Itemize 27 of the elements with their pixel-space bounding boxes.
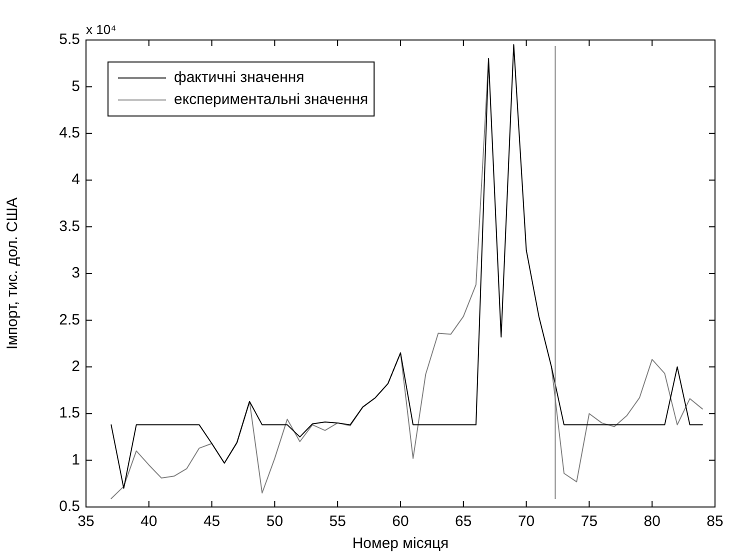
y-axis-title: Імпорт, тис. дол. США [4, 197, 22, 350]
x-tick-label: 50 [266, 513, 284, 530]
x-axis-title: Номер місяця [352, 535, 449, 552]
legend-label: експериментальні значення [174, 91, 368, 108]
text: x 10⁴ [86, 22, 116, 37]
legend-label: фактичні значення [174, 69, 304, 86]
y-tick-label: 5.5 [59, 31, 80, 48]
x-tick-label: 55 [329, 513, 346, 530]
y-tick-label: 2 [72, 358, 80, 376]
y-tick-label: 3 [72, 264, 80, 282]
x-tick-label: 35 [78, 513, 94, 530]
y-tick-label: 0.5 [59, 498, 80, 516]
y-tick-label: 1 [72, 451, 80, 468]
x-tick-label: 40 [140, 513, 158, 530]
y-tick-label: 4 [72, 171, 80, 188]
x-tick-label: 70 [518, 513, 535, 530]
x-tick-label: 75 [580, 513, 598, 530]
y-tick-label: 2.5 [59, 311, 80, 328]
x-tick-label: 65 [455, 513, 472, 530]
x-tick-label: 45 [203, 513, 220, 530]
y-tick-label: 5 [72, 78, 80, 95]
y-tick-label: 3.5 [59, 218, 80, 235]
y-tick-label: 4.5 [59, 124, 80, 142]
y-tick-label: 1.5 [59, 404, 80, 422]
x-tick-label: 85 [706, 513, 724, 530]
x-tick-label: 80 [644, 513, 660, 530]
x-tick-label: 60 [392, 513, 409, 530]
